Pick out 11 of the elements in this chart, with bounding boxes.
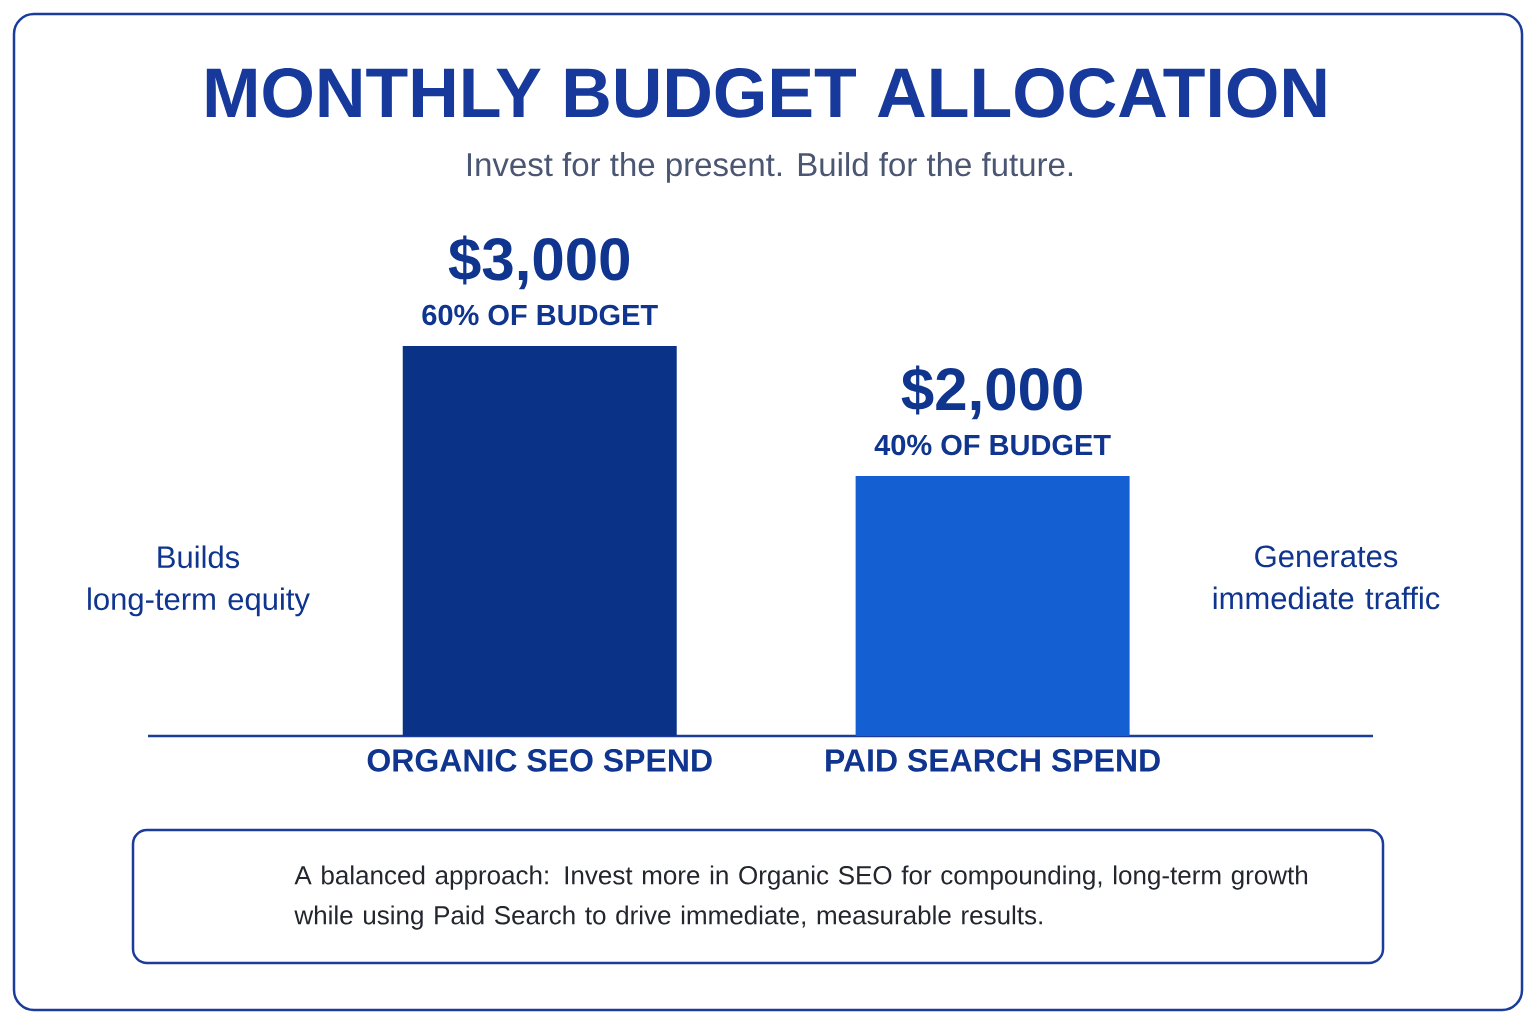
x-tick-label: PAID SEARCH SPEND: [826, 749, 1160, 772]
chart-subtitle: Invest for the present. Build for the future.: [467, 152, 1073, 183]
data-label: $2,000: [901, 365, 1082, 420]
annotation: 60% OF BUDGET: [422, 304, 658, 326]
data-label: $3,000: [448, 235, 629, 290]
text: A balanced approach: Invest more in Organic SEO for compounding, long-term growth while using Paid Search to drive immediate, measurable results.: [294, 865, 1308, 930]
annotation: 40% OF BUDGET: [874, 434, 1111, 456]
annotation: Generates immediate traffic: [1213, 545, 1440, 610]
chart-title: MONTHLY BUDGET ALLOCATION: [206, 68, 1326, 118]
annotation: Builds long-term equity: [88, 545, 310, 617]
x-tick-label: ORGANIC SEO SPEND: [367, 749, 712, 772]
